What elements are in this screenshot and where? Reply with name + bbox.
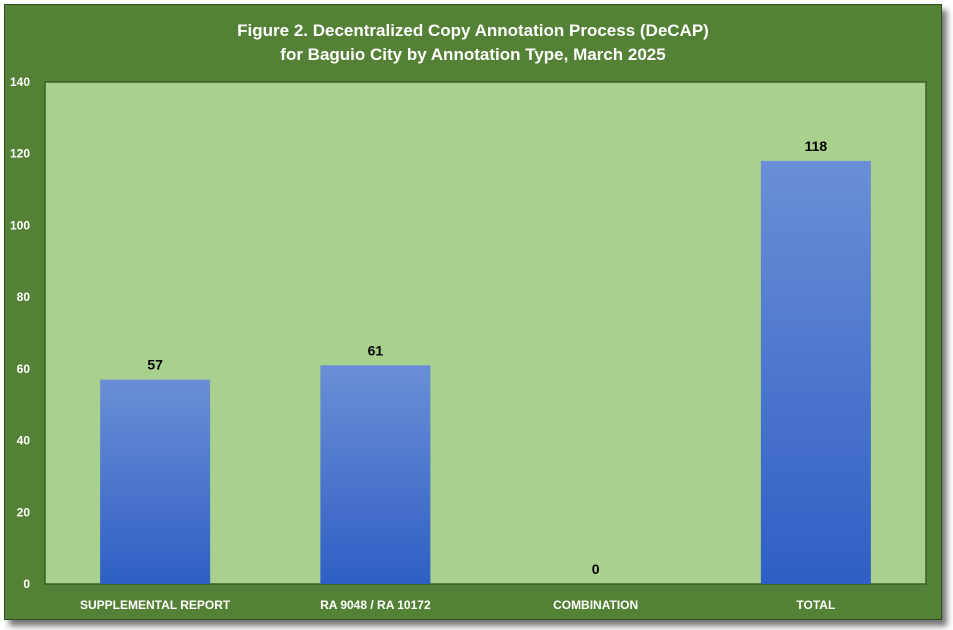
chart-title-line-1: Figure 2. Decentralized Copy Annotation … [237,21,709,40]
chart-title: Figure 2. Decentralized Copy Annotation … [5,19,941,67]
y-tick-label: 80 [17,290,31,304]
y-tick-label: 0 [23,577,30,591]
data-label: 61 [368,342,384,358]
data-label: 118 [805,138,828,154]
data-labels: 57 61 0 118 [147,138,827,577]
y-tick-label: 40 [17,434,31,448]
bar [760,160,871,584]
y-tick-label: 100 [10,218,30,232]
bar [320,365,431,584]
bars [100,160,871,584]
y-tick-label: 120 [10,147,30,161]
x-tick-label: COMBINATION [553,598,638,612]
x-tick-label: TOTAL [796,598,835,612]
x-axis-labels: SUPPLEMENTAL REPORT RA 9048 / RA 10172 COM… [80,598,835,612]
data-label: 57 [147,357,163,373]
x-tick-label: SUPPLEMENTAL REPORT [80,598,231,612]
data-label: 0 [592,561,600,577]
y-tick-label: 60 [17,362,31,376]
chart-title-line-2: for Baguio City by Annotation Type, Marc… [280,45,666,64]
y-tick-label: 20 [17,505,31,519]
y-axis-ticks: 0 20 40 60 80 100 120 140 [10,75,30,591]
y-tick-label: 140 [10,75,30,89]
bar [100,379,211,584]
x-tick-label: RA 9048 / RA 10172 [320,598,431,612]
